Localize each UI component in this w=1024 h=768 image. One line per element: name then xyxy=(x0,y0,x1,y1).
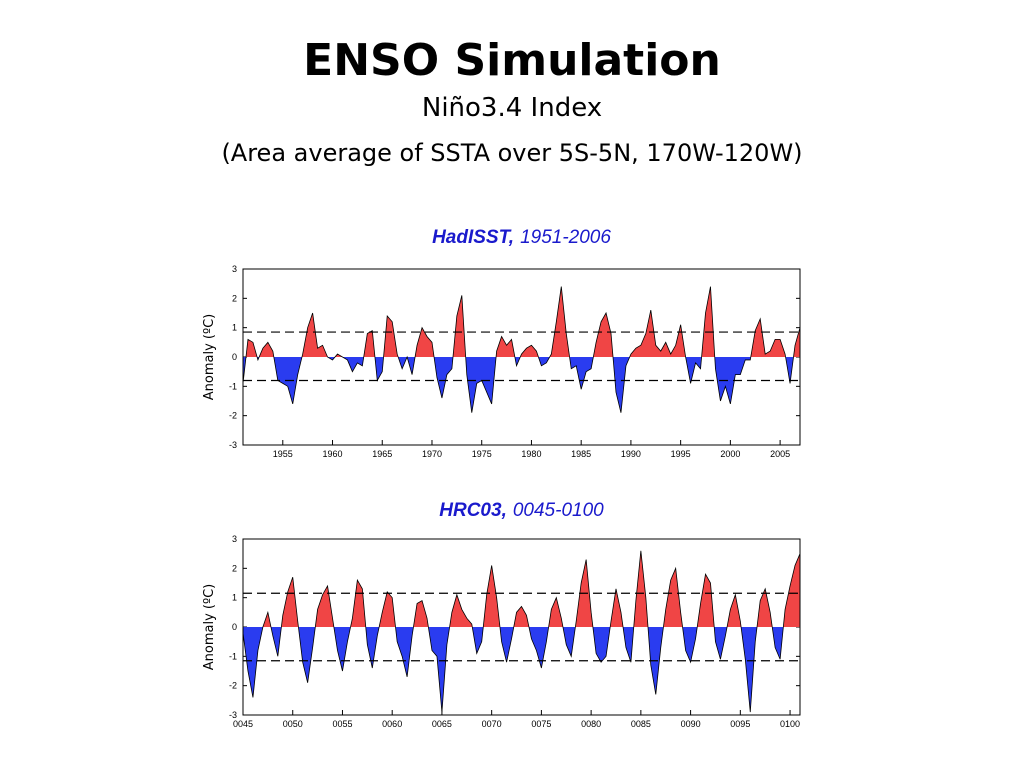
y-axis-label: Anomaly (ºC) xyxy=(202,314,217,401)
x-tick-label: 0095 xyxy=(730,719,750,729)
x-tick-label: 1960 xyxy=(323,449,343,459)
y-tick-label: -2 xyxy=(229,411,237,421)
x-tick-label: 0080 xyxy=(581,719,601,729)
y-tick-label: 1 xyxy=(232,593,237,603)
x-tick-label: 0065 xyxy=(432,719,452,729)
y-tick-label: 1 xyxy=(232,323,237,333)
chart-title: HRC03, 0045-0100 xyxy=(439,500,604,521)
x-tick-label: 1975 xyxy=(472,449,492,459)
x-tick-label: 0055 xyxy=(332,719,352,729)
chart-title: HadISST, 1951-2006 xyxy=(432,227,611,248)
x-tick-label: 1965 xyxy=(372,449,392,459)
chart-title-name: HRC03, xyxy=(439,500,507,521)
chart-title-period: 1951-2006 xyxy=(520,227,611,248)
chart-title-name: HadISST, xyxy=(432,227,514,248)
x-tick-label: 2005 xyxy=(770,449,790,459)
y-tick-label: 2 xyxy=(232,293,237,303)
x-tick-label: 0060 xyxy=(382,719,402,729)
y-tick-label: 2 xyxy=(232,563,237,573)
positive-area xyxy=(243,550,800,627)
y-tick-label: -1 xyxy=(229,381,237,391)
x-tick-label: 0100 xyxy=(780,719,800,729)
x-tick-label: 0050 xyxy=(283,719,303,729)
anomaly-line xyxy=(242,286,801,413)
x-tick-label: 1970 xyxy=(422,449,442,459)
x-tick-label: 0070 xyxy=(482,719,502,729)
x-tick-label: 2000 xyxy=(720,449,740,459)
y-tick-label: 3 xyxy=(232,264,237,274)
x-tick-label: 1985 xyxy=(571,449,591,459)
x-tick-label: 1995 xyxy=(671,449,691,459)
x-tick-label: 0075 xyxy=(531,719,551,729)
chart-title-period: 0045-0100 xyxy=(513,500,604,521)
y-tick-label: -2 xyxy=(229,681,237,691)
x-tick-label: 0045 xyxy=(233,719,253,729)
x-tick-label: 1990 xyxy=(621,449,641,459)
slide-note: (Area average of SSTA over 5S-5N, 170W-1… xyxy=(221,139,802,167)
slide-title: ENSO Simulation xyxy=(303,35,721,86)
plot-frame xyxy=(242,268,801,446)
y-tick-label: -1 xyxy=(229,651,237,661)
plot-frame xyxy=(242,538,801,716)
x-tick-label: 0090 xyxy=(681,719,701,729)
x-tick-label: 0085 xyxy=(631,719,651,729)
negative-area xyxy=(243,357,800,413)
y-tick-label: 0 xyxy=(232,352,237,362)
y-axis-label: Anomaly (ºC) xyxy=(202,584,217,671)
x-tick-label: 1955 xyxy=(273,449,293,459)
slide-subtitle: Niño3.4 Index xyxy=(422,93,602,123)
anomaly-line xyxy=(242,550,801,713)
x-tick-label: 1980 xyxy=(521,449,541,459)
y-tick-label: 3 xyxy=(232,534,237,544)
y-tick-label: 0 xyxy=(232,622,237,632)
y-tick-label: -3 xyxy=(229,440,237,450)
y-tick-label: -3 xyxy=(229,710,237,720)
negative-area xyxy=(243,627,800,713)
positive-area xyxy=(243,286,800,357)
